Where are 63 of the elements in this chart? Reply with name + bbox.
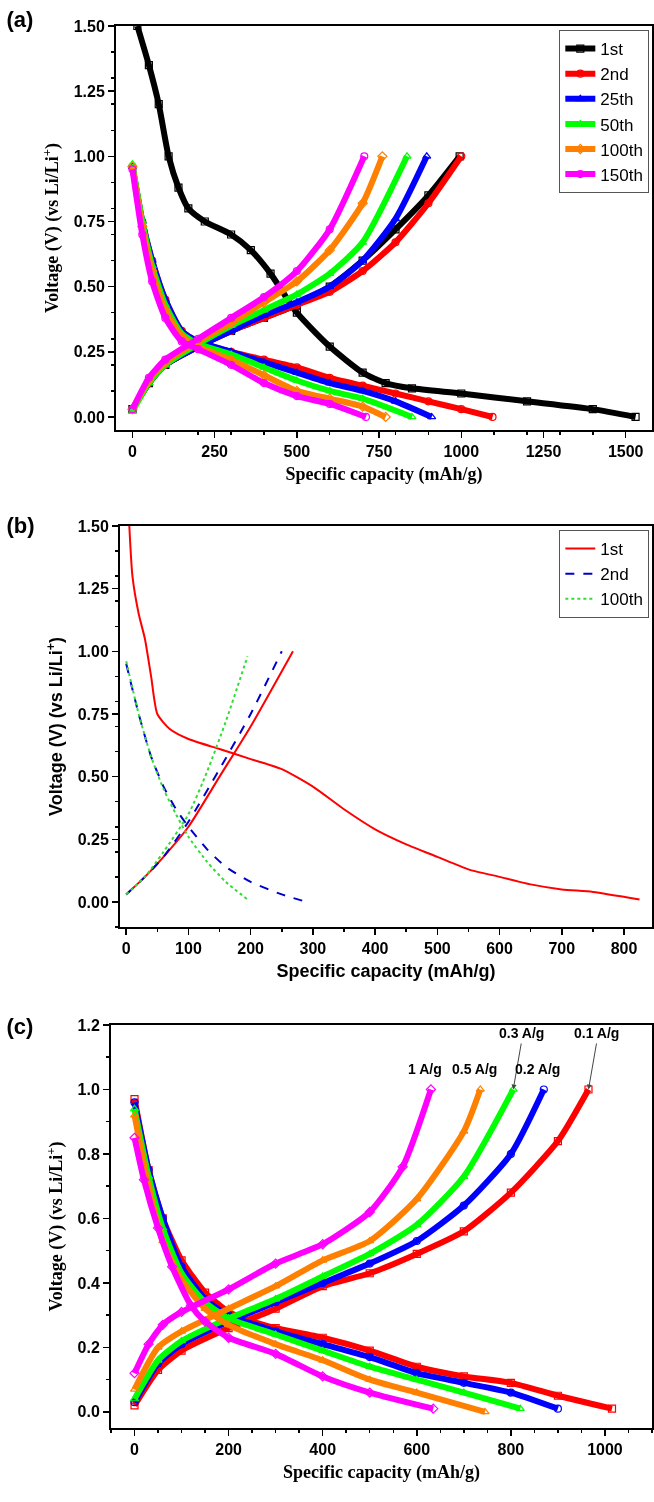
x-tick-label: 0 [121,940,131,958]
x-tick-label: 400 [361,940,389,958]
legend-label: 1st [600,40,624,60]
x-tick-label: 0 [130,1441,140,1459]
y-tick-label: 1.00 [73,147,105,165]
annotation: 0.2 A/g [515,1061,561,1077]
y-tick-label: 0.00 [73,408,105,426]
y-tick-label: 1.25 [73,82,105,100]
y-tick-label: 1.00 [77,642,109,660]
x-tick-label: 100 [175,940,202,958]
x-tick-label: 500 [423,940,451,958]
legend-label: 1st [600,540,624,560]
x-axis-title: Specific capacity (mAh/g) [276,960,496,981]
y-tick-label: 1.25 [77,580,109,598]
x-tick-label: 200 [215,1441,243,1459]
annotation: 0.5 A/g [452,1061,498,1077]
x-tick-label: 400 [309,1441,337,1459]
legend-label: 2nd [600,565,629,585]
x-tick-label: 1000 [587,1441,623,1459]
x-tick-label: 800 [497,1441,525,1459]
y-tick-label: 0.2 [77,1339,100,1356]
legend-label: 50th [600,115,634,135]
x-tick-label: 500 [283,443,311,461]
x-tick-label: 750 [365,443,393,461]
legend-label: 25th [600,90,634,110]
y-tick-label: 1.50 [77,517,109,535]
y-tick-label: 1.50 [73,17,105,35]
x-tick-label: 1250 [525,443,562,461]
y-tick-label: 0.00 [77,893,109,911]
x-tick-label: 800 [610,940,638,958]
y-tick-label: 0.25 [73,343,105,361]
x-tick-label: 600 [403,1441,431,1459]
y-tick-label: 1.2 [77,1016,100,1034]
y-tick-label: 0.75 [77,705,109,723]
x-tick-label: 1000 [443,443,480,461]
y-tick-label: 0.50 [73,278,105,296]
y-tick-label: 0.75 [73,213,105,231]
y-tick-label: 1.0 [77,1081,100,1099]
x-tick-label: 200 [237,940,265,958]
legend-label: 100th [600,140,643,160]
legend-label: 2nd [600,65,629,85]
annotation: 1 A/g [408,1061,442,1077]
y-tick-label: 0.0 [77,1403,100,1421]
y-tick-label: 0.6 [77,1210,100,1228]
chart-title: (c) [6,1014,34,1040]
x-axis-title: Specific capacity (mAh/g) [283,1461,480,1483]
legend-label: 150th [600,165,643,185]
x-tick-label: 600 [486,940,514,958]
x-axis-title: Specific capacity (mAh/g) [285,463,483,485]
annotation: 0.3 A/g [499,1025,545,1041]
y-tick-label: 0.8 [77,1145,100,1163]
chart-title: (a) [6,7,34,33]
y-tick-label: 0.50 [77,768,109,786]
x-tick-label: 1500 [607,443,644,461]
annotation: 0.1 A/g [574,1025,620,1041]
x-tick-label: 0 [127,443,137,461]
x-tick-label: 300 [299,940,327,958]
y-tick-label: 0.4 [77,1274,100,1292]
chart-title: (b) [6,513,35,539]
legend-label: 100th [600,590,643,610]
x-tick-label: 700 [548,940,576,958]
x-tick-label: 250 [201,443,229,461]
y-tick-label: 0.25 [77,830,109,848]
